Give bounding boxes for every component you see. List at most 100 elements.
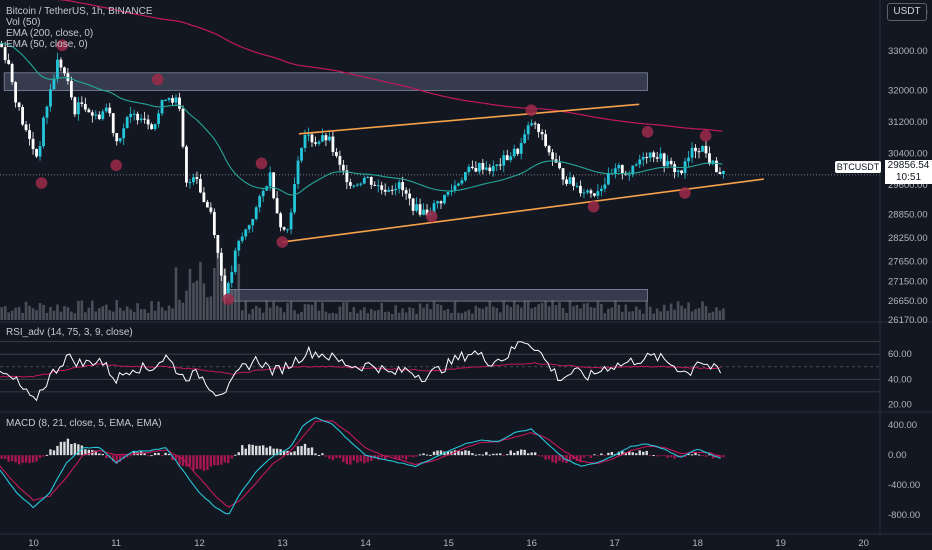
volume-bar — [279, 307, 282, 320]
candle-body — [56, 59, 59, 79]
macd-panel[interactable]: 400.00 0.00 -400.00 -800.00 — [0, 416, 920, 521]
candle-body — [519, 142, 523, 154]
macd-histogram-bar — [199, 455, 202, 470]
volume-bar — [52, 310, 56, 320]
candle-body — [697, 151, 701, 153]
candle-body — [631, 165, 635, 175]
volume-bar — [338, 306, 342, 320]
candle-body — [589, 190, 593, 194]
volume-bar — [411, 308, 415, 320]
volume-bar — [715, 307, 718, 320]
volume-bar — [369, 309, 373, 320]
volume-bar — [502, 301, 506, 320]
rsi-tick: 20.00 — [888, 399, 912, 410]
volume-bar — [345, 302, 349, 320]
volume-bar — [356, 313, 359, 320]
ema200-legend[interactable]: EMA (200, close, 0) — [6, 28, 94, 39]
candle-body — [411, 198, 415, 211]
candle-body — [49, 89, 52, 107]
macd-histogram-bar — [52, 450, 56, 456]
price-panel[interactable]: 34000.0033000.0032000.0031200.0030400.00… — [0, 0, 932, 326]
macd-histogram-bar — [471, 453, 474, 456]
rsi-legend[interactable]: RSI_adv (14, 75, 3, 9, close) — [6, 327, 133, 338]
symbol-title[interactable]: Bitcoin / TetherUS, 1h, BINANCE — [6, 6, 153, 17]
volume-bar — [641, 313, 645, 320]
volume-bar — [286, 302, 289, 320]
macd-histogram-bar — [248, 444, 251, 456]
candle-body — [575, 185, 579, 187]
macd-histogram-bar — [317, 454, 321, 456]
candle-body — [568, 177, 572, 184]
macd-histogram-bar — [408, 455, 411, 457]
candle-body — [90, 112, 94, 116]
macd-histogram-bar — [181, 455, 185, 466]
volume-bar — [244, 300, 248, 320]
candle-body — [620, 165, 624, 174]
macd-histogram-bar — [415, 455, 418, 457]
candle-body — [561, 168, 565, 180]
volume-bar — [589, 306, 593, 320]
volume-bar — [460, 313, 464, 320]
volume-bar — [673, 309, 676, 320]
volume-bar — [373, 310, 377, 320]
volume-bar — [209, 296, 213, 320]
price-zone — [223, 288, 648, 302]
macd-histogram-bar — [230, 455, 233, 459]
pivot-marker — [56, 39, 69, 52]
candle-body — [467, 166, 471, 173]
candle-body — [359, 183, 363, 185]
candle-body — [21, 107, 24, 125]
macd-histogram-bar — [603, 455, 607, 457]
macd-histogram-bar — [540, 455, 544, 457]
volume-bar — [722, 308, 725, 320]
macd-histogram-bar — [432, 451, 436, 456]
candle-body — [282, 227, 286, 230]
volume-bar — [251, 308, 255, 320]
candle-body — [544, 134, 547, 146]
volume-legend[interactable]: Vol (50) — [6, 17, 41, 28]
macd-histogram-bar — [268, 446, 272, 456]
macd-histogram-bar — [561, 455, 565, 463]
rsi-panel[interactable]: 60.00 40.00 20.00 — [0, 341, 932, 413]
macd-histogram-bar — [178, 455, 181, 466]
candle-body — [136, 113, 140, 121]
candle-body — [73, 97, 77, 115]
macd-label: MACD (8, 21, close, 5, EMA, EMA) — [6, 418, 162, 429]
candle-body — [202, 192, 206, 202]
volume-bar — [97, 308, 101, 320]
candle-body — [195, 177, 199, 179]
volume-bar — [561, 307, 565, 320]
macd-histogram-bar — [321, 453, 324, 456]
volume-bar — [164, 310, 167, 320]
candle-body — [181, 108, 185, 147]
volume-bar — [645, 300, 649, 320]
volume-bar — [73, 313, 77, 320]
volume-bar — [718, 310, 722, 320]
candle-body — [129, 113, 133, 118]
macd-legend[interactable]: MACD (8, 21, close, 5, EMA, EMA) — [6, 418, 162, 429]
candle-body — [300, 148, 303, 161]
candle-body — [474, 168, 478, 172]
volume-bar — [687, 302, 690, 320]
candle-body — [530, 123, 534, 126]
volume-bar — [167, 305, 171, 320]
macd-histogram-bar — [457, 450, 460, 456]
macd-histogram-bar — [3, 455, 7, 459]
macd-histogram-bar — [35, 455, 38, 462]
volume-bar — [443, 310, 446, 320]
macd-histogram-bar — [272, 448, 275, 456]
price-tick: 27150.00 — [888, 276, 928, 287]
macd-histogram-bar — [335, 455, 338, 459]
candle-body — [247, 225, 251, 230]
volume-bar — [80, 300, 84, 320]
candle-body — [122, 128, 126, 139]
currency-badge[interactable]: USDT — [887, 3, 927, 21]
time-tick: 13 — [277, 538, 288, 549]
macd-histogram-bar — [694, 452, 697, 456]
volume-bar — [202, 283, 206, 320]
ema50-legend[interactable]: EMA (50, close, 0) — [6, 39, 88, 50]
candle-body — [139, 118, 143, 121]
volume-bar — [349, 311, 352, 320]
